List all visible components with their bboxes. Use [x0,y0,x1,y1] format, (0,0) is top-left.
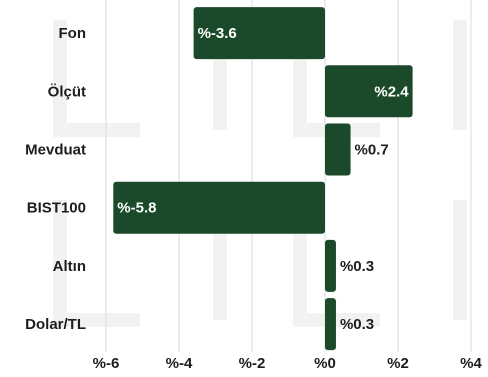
bar [193,7,325,60]
category-labels: Fon Ölçüt Mevduat BIST100 Altın Dolar/TL [25,25,86,333]
watermark-pattern [53,20,467,327]
x-tick-label: %4 [460,355,482,372]
bar [325,65,413,118]
bar [325,239,336,292]
category-label: BIST100 [27,200,86,217]
bar [325,298,336,351]
x-tick-labels: %-6 %-4 %-2 %0 %2 %4 [93,355,483,372]
value-label: %-5.8 [117,200,156,217]
x-tick-label: %2 [387,355,409,372]
x-tick-label: %-2 [239,355,266,372]
x-tick-label: %0 [314,355,336,372]
value-label: %0.7 [355,142,389,159]
value-labels: %-3.6 %2.4 %0.7 %-5.8 %0.3 %0.3 [117,25,409,333]
value-label: %-3.6 [198,25,237,42]
x-tick-label: %-4 [166,355,193,372]
bar [113,181,325,234]
value-label: %0.3 [340,316,374,333]
x-tick-label: %-6 [93,355,120,372]
value-label: %0.3 [340,258,374,275]
category-label: Altın [53,258,86,275]
category-label: Fon [59,25,87,42]
category-label: Dolar/TL [25,316,86,333]
category-label: Ölçüt [48,83,86,100]
category-label: Mevduat [25,142,86,159]
bars [113,7,413,351]
bar [325,123,351,176]
value-label: %2.4 [374,83,409,100]
